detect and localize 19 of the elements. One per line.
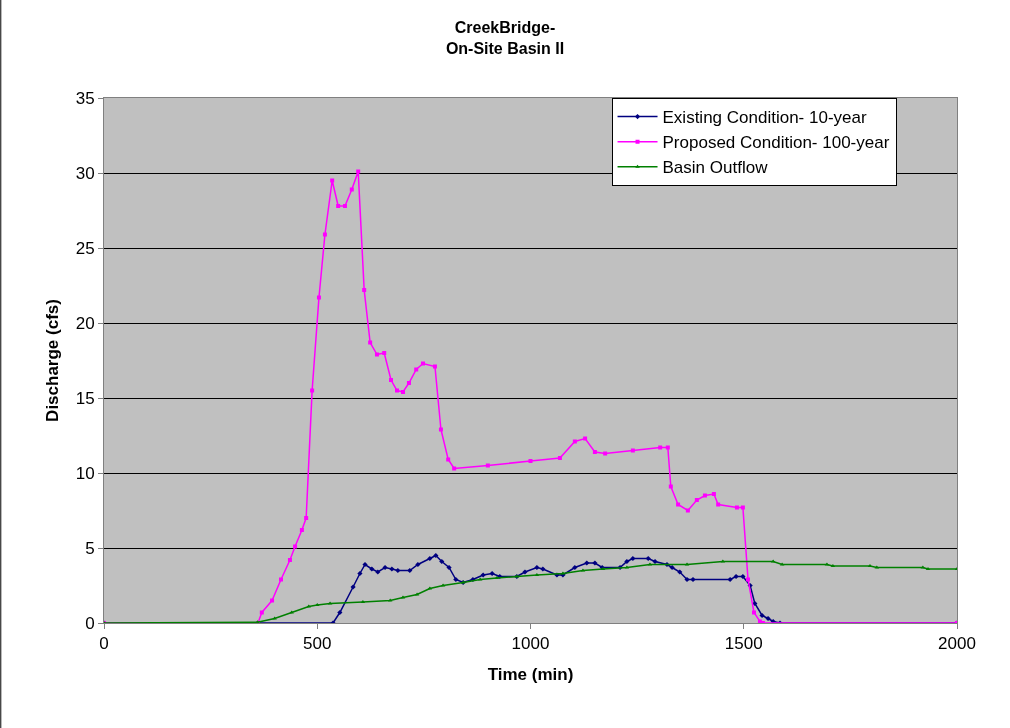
y-tick-label: 15 bbox=[75, 388, 95, 408]
chart-title: CreekBridge- On-Site Basin II bbox=[445, 18, 565, 57]
legend-label: Proposed Condition- 100-year bbox=[662, 133, 890, 153]
y-axis-title: Discharge (cfs) bbox=[43, 299, 63, 422]
legend-label: Basin Outflow bbox=[662, 158, 769, 178]
x-tick-label: 500 bbox=[303, 634, 332, 654]
x-tick-label: 2000 bbox=[938, 634, 976, 654]
y-tick-label: 25 bbox=[75, 238, 95, 258]
x-tick-label: 1000 bbox=[511, 634, 550, 654]
y-tick-label: 0 bbox=[85, 613, 95, 633]
legend-label: Existing Condition- 10-year bbox=[662, 108, 867, 128]
y-tick-label: 10 bbox=[75, 463, 95, 483]
y-tick-label: 35 bbox=[75, 88, 95, 108]
y-tick-label: 5 bbox=[85, 538, 95, 558]
x-tick-label: 0 bbox=[99, 634, 109, 654]
x-tick-label: 1500 bbox=[724, 634, 763, 654]
y-tick-label: 30 bbox=[75, 163, 95, 183]
x-axis-title: Time (min) bbox=[487, 664, 574, 684]
y-tick-label: 20 bbox=[75, 313, 95, 333]
